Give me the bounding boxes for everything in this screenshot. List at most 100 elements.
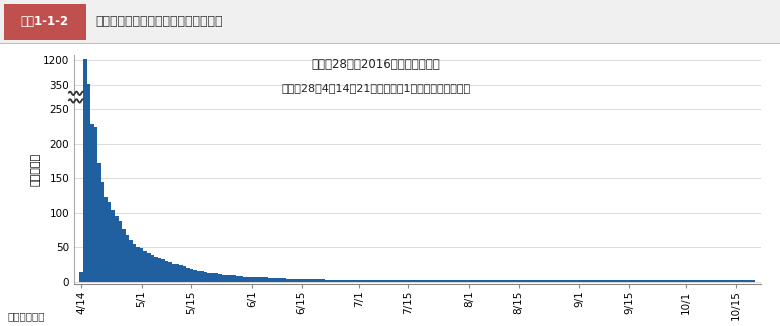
Bar — [222, 275, 225, 282]
Bar — [652, 280, 655, 282]
Bar — [399, 280, 403, 282]
Bar — [367, 280, 371, 282]
Bar — [563, 280, 567, 282]
Bar — [183, 266, 186, 282]
Bar — [641, 280, 645, 282]
Bar — [353, 280, 356, 282]
Bar — [744, 280, 748, 282]
Bar — [556, 280, 559, 282]
Bar — [552, 280, 556, 282]
Bar — [296, 279, 300, 282]
Text: 出典：気象庁: 出典：気象庁 — [8, 311, 45, 321]
Bar — [261, 277, 264, 282]
Bar — [225, 275, 229, 282]
Text: 「平成28年（2016年）熊本地震」: 「平成28年（2016年）熊本地震」 — [312, 58, 441, 71]
Bar — [257, 277, 261, 282]
Bar — [574, 280, 577, 282]
Bar — [360, 280, 364, 282]
Bar — [542, 280, 545, 282]
Bar — [581, 280, 584, 282]
Bar — [119, 221, 122, 282]
Bar — [403, 280, 406, 282]
Bar — [193, 270, 197, 282]
Text: 図表1-1-2: 図表1-1-2 — [20, 15, 69, 28]
Bar — [431, 280, 435, 282]
Bar — [613, 280, 616, 282]
Bar — [406, 280, 410, 282]
Bar — [243, 277, 246, 282]
Bar — [421, 280, 424, 282]
Bar — [112, 210, 115, 282]
Bar — [144, 250, 147, 282]
Bar — [186, 268, 190, 282]
Bar — [545, 280, 549, 282]
Bar — [161, 259, 165, 282]
Bar — [289, 279, 292, 282]
Bar — [481, 280, 485, 282]
Bar — [246, 277, 250, 282]
Bar — [94, 127, 98, 282]
Bar — [98, 163, 101, 282]
Bar — [534, 280, 538, 282]
Bar — [506, 280, 510, 282]
Bar — [588, 280, 591, 282]
Bar — [698, 280, 702, 282]
Bar — [378, 280, 381, 282]
Bar — [677, 280, 680, 282]
Text: （平成28年4月14日21晌～、震度1以上の日穏算回数）: （平成28年4月14日21晌～、震度1以上の日穏算回数） — [282, 83, 470, 93]
Bar — [620, 280, 623, 282]
Bar — [339, 280, 342, 282]
Bar — [300, 279, 303, 282]
Bar — [623, 280, 627, 282]
Bar — [417, 280, 421, 282]
Bar — [730, 280, 734, 282]
Bar — [428, 280, 431, 282]
Bar — [616, 280, 620, 282]
Bar — [168, 262, 172, 282]
Bar — [470, 280, 474, 282]
Bar — [356, 280, 360, 282]
Bar — [90, 124, 94, 282]
Bar — [478, 280, 481, 282]
Bar — [364, 280, 367, 282]
Bar — [147, 253, 151, 282]
Bar — [232, 275, 236, 282]
Bar — [218, 274, 222, 282]
Bar — [307, 279, 310, 282]
Bar — [631, 280, 634, 282]
Bar — [449, 280, 453, 282]
Bar — [655, 280, 659, 282]
Bar — [666, 280, 670, 282]
Bar — [520, 280, 524, 282]
Bar — [645, 280, 648, 282]
Bar — [151, 255, 154, 282]
Bar — [584, 280, 588, 282]
Bar — [126, 235, 129, 282]
Bar — [673, 280, 677, 282]
Bar — [396, 280, 399, 282]
Bar — [716, 280, 720, 282]
Bar — [282, 278, 285, 282]
Bar — [314, 279, 317, 282]
Bar — [577, 280, 581, 282]
Bar — [684, 280, 688, 282]
Bar — [638, 280, 641, 282]
Bar — [328, 280, 332, 282]
Bar — [634, 280, 638, 282]
Bar — [688, 280, 691, 282]
Bar — [239, 276, 243, 282]
Bar — [531, 280, 534, 282]
Bar — [435, 280, 438, 282]
Bar — [705, 280, 709, 282]
Bar — [680, 280, 684, 282]
Bar — [278, 278, 282, 282]
Bar — [524, 280, 527, 282]
Bar — [410, 280, 413, 282]
Bar — [737, 280, 741, 282]
Bar — [720, 280, 723, 282]
Bar — [442, 280, 445, 282]
Bar — [292, 279, 296, 282]
Bar — [695, 280, 698, 282]
Bar — [702, 280, 705, 282]
Bar — [335, 280, 339, 282]
